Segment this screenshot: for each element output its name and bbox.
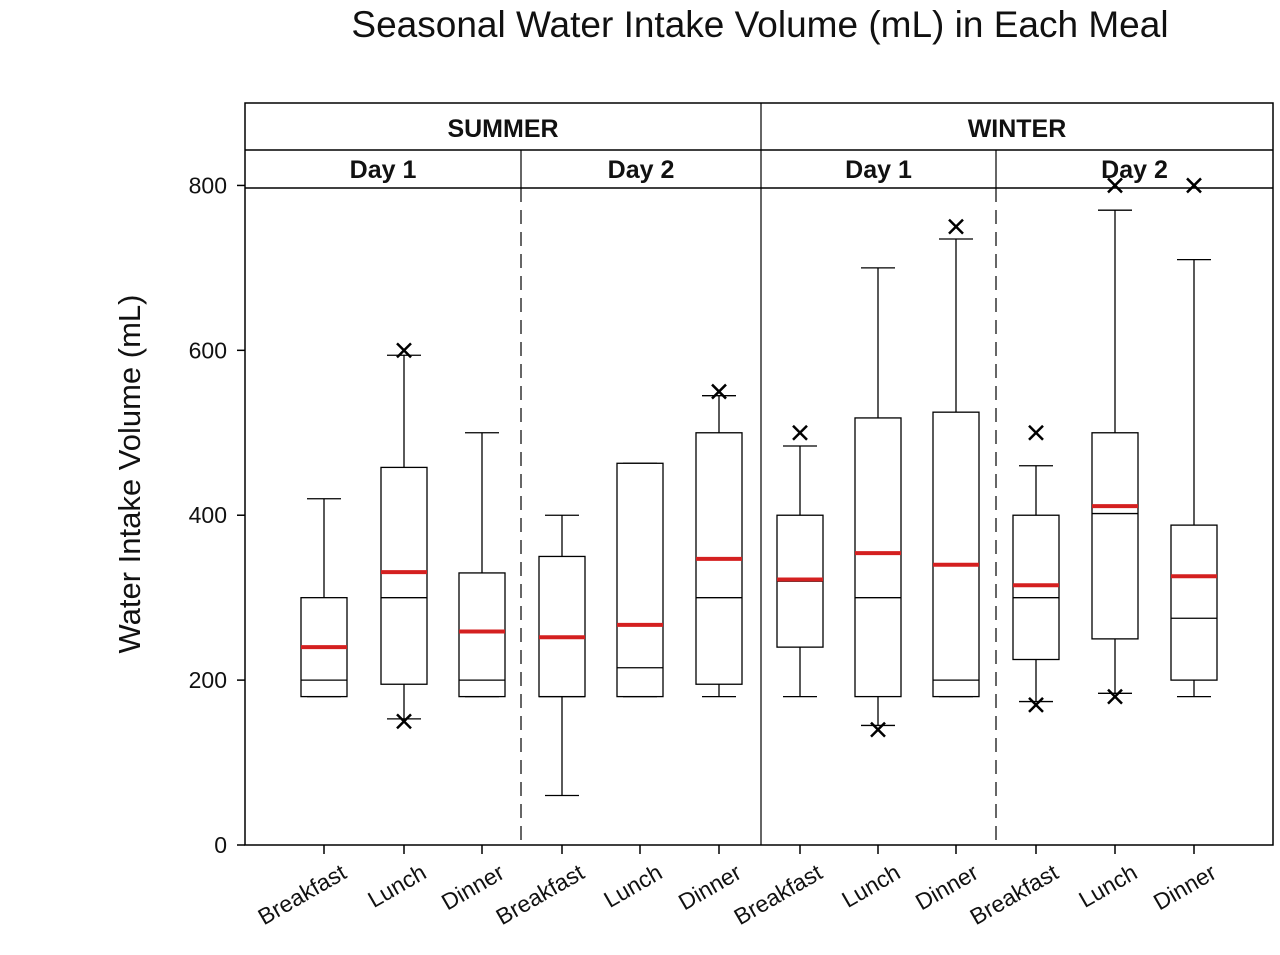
- box: [616, 462, 664, 698]
- outlier-marker: [1186, 177, 1202, 194]
- season-label: WINTER: [968, 115, 1067, 143]
- x-category-label: Breakfast: [491, 859, 589, 930]
- season-label: SUMMER: [447, 115, 558, 143]
- y-tick-label: 0: [214, 832, 227, 858]
- outlier-marker: [396, 342, 412, 359]
- y-tick-label: 600: [189, 337, 227, 363]
- outlier-marker: [1107, 688, 1123, 705]
- outlier-marker: [1107, 177, 1123, 194]
- y-tick-label: 400: [189, 502, 227, 528]
- box: [1170, 524, 1218, 681]
- x-category-label: Lunch: [1074, 859, 1141, 913]
- day-label: Day 1: [350, 156, 417, 184]
- box: [1012, 514, 1060, 661]
- outlier-marker: [948, 218, 964, 235]
- y-tick-label: 800: [189, 172, 227, 198]
- x-category-label: Lunch: [363, 859, 430, 913]
- outlier-marker: [711, 383, 727, 400]
- box: [1091, 432, 1139, 640]
- x-category-label: Breakfast: [253, 859, 351, 930]
- x-category-label: Breakfast: [965, 859, 1063, 930]
- box: [458, 572, 506, 698]
- x-category-label: Lunch: [837, 859, 904, 913]
- box: [538, 555, 586, 698]
- x-category-label: Lunch: [599, 859, 666, 913]
- box: [380, 466, 428, 685]
- day-label: Day 2: [1101, 156, 1168, 184]
- plot-frame: [244, 102, 1274, 846]
- y-axis-label: Water Intake Volume (mL): [112, 295, 147, 654]
- day-label: Day 2: [608, 156, 675, 184]
- outlier-marker: [396, 713, 412, 730]
- outlier-marker: [792, 424, 808, 441]
- x-category-label: Dinner: [1149, 859, 1221, 916]
- box: [932, 411, 980, 698]
- outlier-marker: [1028, 696, 1044, 713]
- x-category-label: Breakfast: [729, 859, 827, 930]
- day-label: Day 1: [845, 156, 912, 184]
- box: [854, 417, 902, 698]
- outlier-marker: [1028, 424, 1044, 441]
- chart-title: Seasonal Water Intake Volume (mL) in Eac…: [351, 4, 1169, 45]
- outlier-marker: [870, 721, 886, 738]
- y-tick-label: 200: [189, 667, 227, 693]
